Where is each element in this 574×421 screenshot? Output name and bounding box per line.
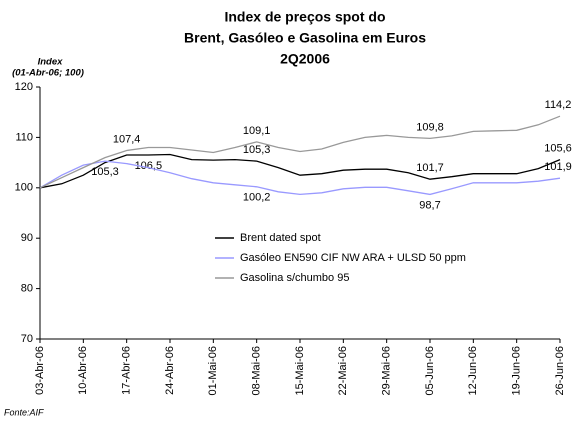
legend-label: Brent dated spot [240, 232, 321, 244]
legend-label: Gasolina s/chumbo 95 [240, 272, 349, 284]
data-label: 98,7 [419, 199, 440, 211]
line-series [39, 115, 561, 189]
x-tick-label: 03-Abr-06 [34, 346, 46, 395]
y-axis-label: Index [38, 57, 64, 68]
data-label: 101,9 [544, 161, 572, 173]
line-series [39, 160, 561, 196]
source: Fonte:AIF [4, 407, 44, 417]
x-tick-label: 29-Mai-06 [381, 346, 393, 396]
data-label: 109,1 [243, 125, 271, 137]
y-tick-label: 110 [15, 131, 33, 143]
x-tick-label: 05-Jun-06 [424, 346, 436, 396]
chart-title: 2Q2006 [280, 51, 330, 67]
x-tick-label: 26-Jun-06 [554, 346, 566, 396]
data-label: 105,3 [91, 166, 119, 178]
chart-title: Brent, Gasóleo e Gasolina em Euros [184, 30, 426, 46]
y-tick-label: 100 [15, 182, 33, 194]
chart-title: Index de preços spot do [224, 9, 385, 25]
y-tick-label: 120 [15, 81, 33, 93]
data-label: 100,2 [243, 192, 271, 204]
data-label: 109,8 [416, 121, 444, 133]
line-series [39, 153, 561, 189]
data-label: 105,6 [544, 142, 572, 154]
x-tick-label: 22-Mai-06 [337, 346, 349, 396]
legend-label: Gasóleo EN590 CIF NW ARA + ULSD 50 ppm [240, 252, 466, 264]
y-tick-label: 70 [21, 333, 33, 345]
x-tick-label: 17-Abr-06 [121, 346, 133, 395]
x-tick-label: 15-Mai-06 [294, 346, 306, 396]
x-tick-label: 10-Abr-06 [77, 346, 89, 395]
data-label: 105,3 [243, 144, 271, 156]
x-tick-label: 08-Mai-06 [251, 346, 263, 396]
data-label: 114,2 [545, 99, 572, 111]
x-tick-label: 01-Mai-06 [207, 346, 219, 396]
data-label: 107,4 [113, 133, 141, 145]
x-tick-label: 19-Jun-06 [511, 346, 523, 396]
y-axis-label: (01-Abr-06; 100) [12, 68, 84, 79]
data-label: 101,7 [416, 162, 444, 174]
x-tick-label: 24-Abr-06 [164, 346, 176, 395]
x-tick-label: 12-Jun-06 [467, 346, 479, 396]
y-tick-label: 80 [21, 283, 33, 295]
y-tick-label: 90 [21, 232, 33, 244]
